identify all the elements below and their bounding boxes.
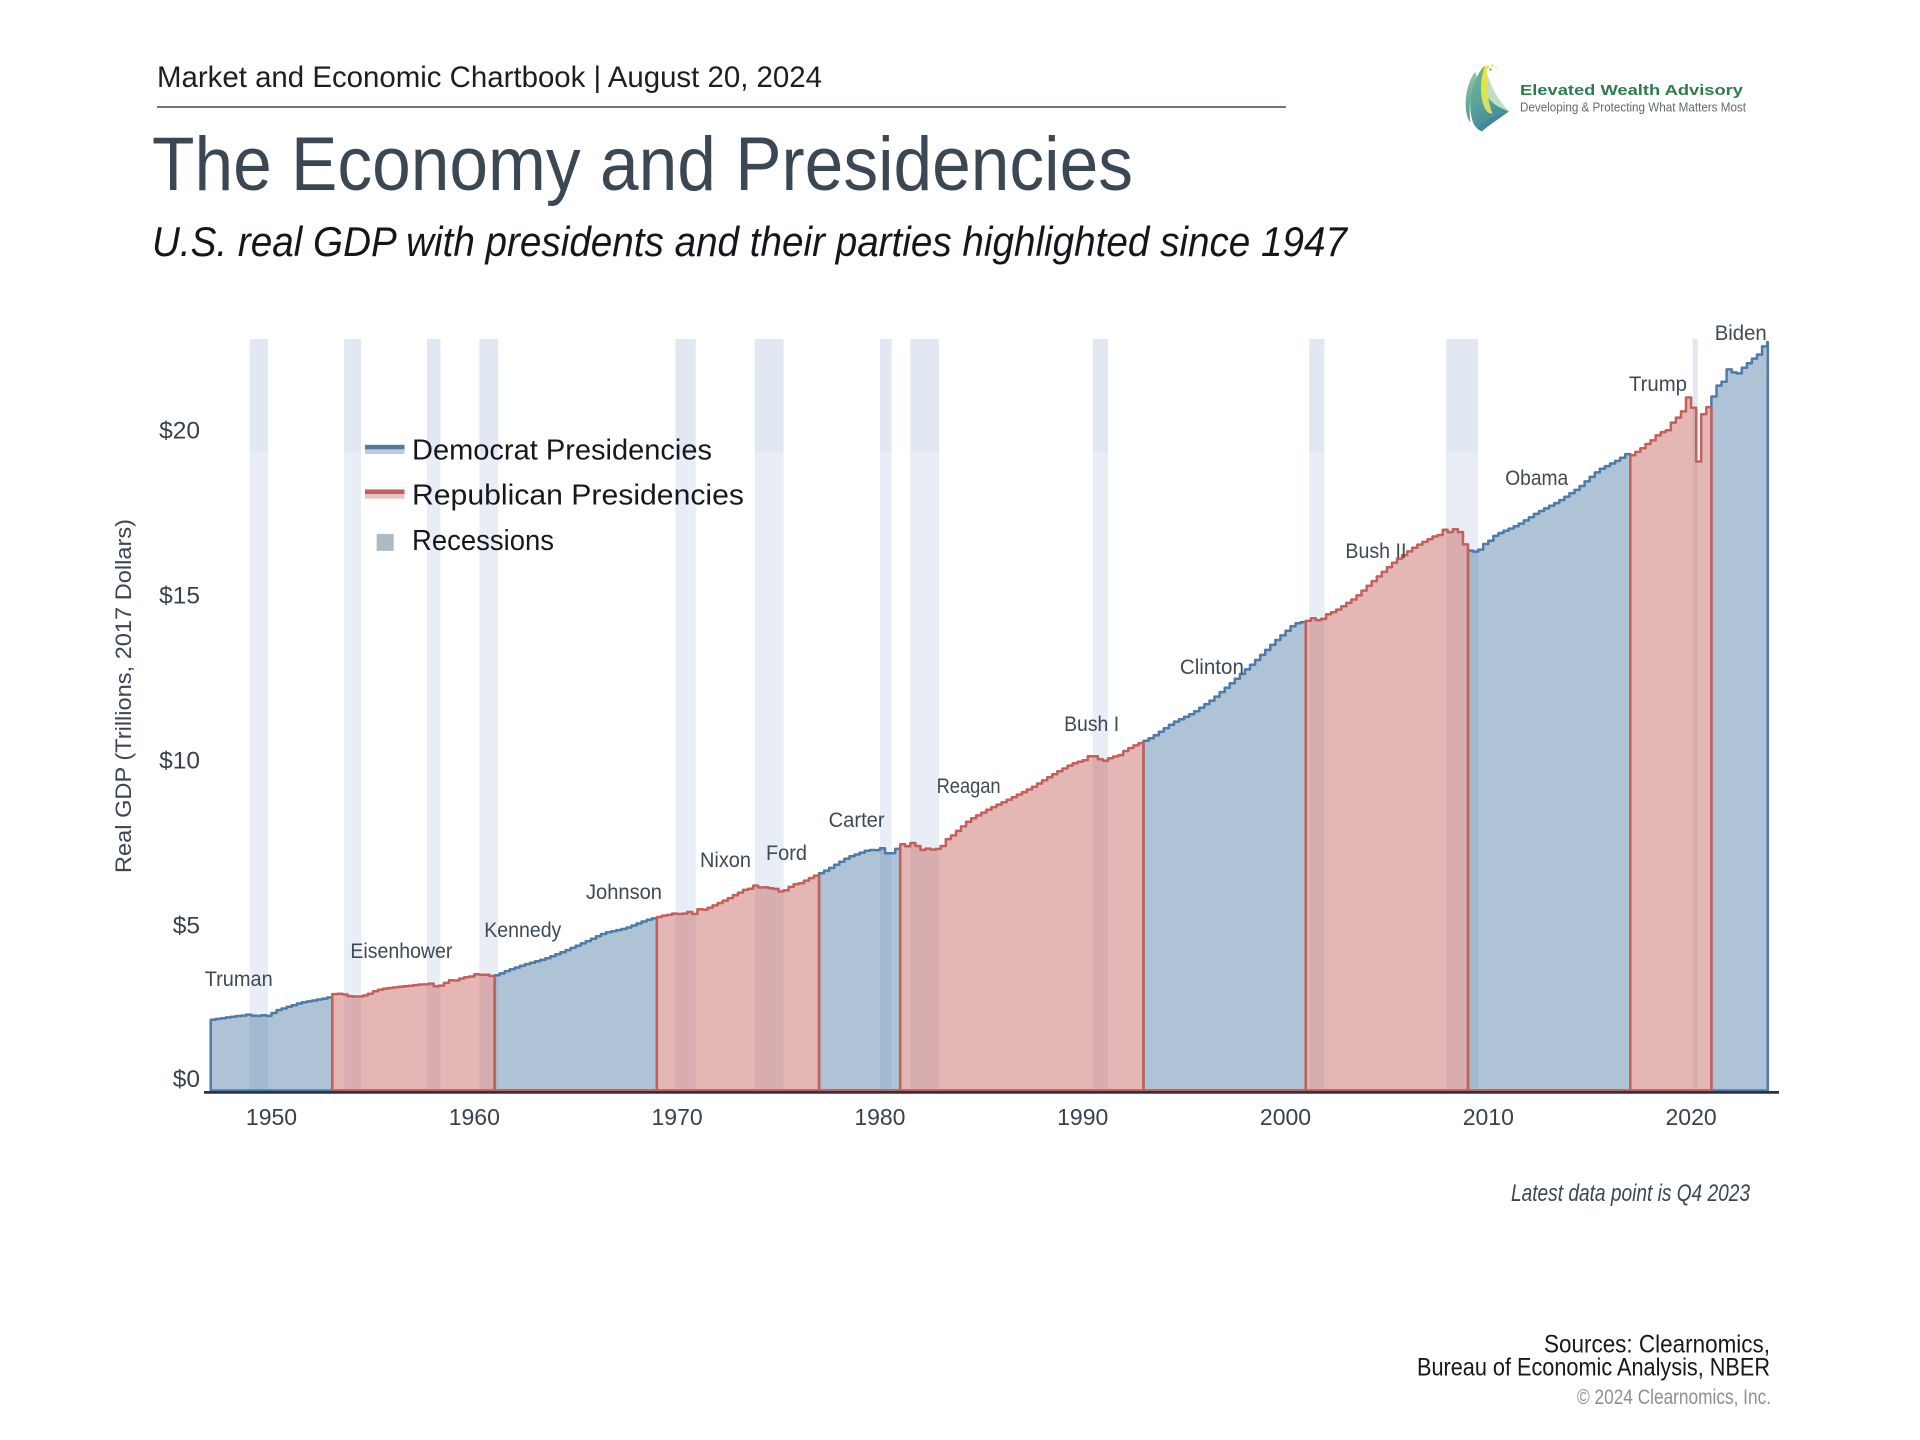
svg-text:Latest data point is Q4 2023: Latest data point is Q4 2023	[1511, 1180, 1751, 1207]
svg-text:Sources: Clearnomics,: Sources: Clearnomics,	[1544, 1331, 1770, 1359]
svg-text:Trump: Trump	[1629, 373, 1687, 396]
svg-text:Market and Economic Chartbook: Market and Economic Chartbook | August 2…	[157, 61, 822, 94]
svg-text:Carter: Carter	[829, 809, 885, 832]
svg-text:Obama: Obama	[1505, 467, 1568, 490]
svg-text:Elevated Wealth Advisory: Elevated Wealth Advisory	[1520, 83, 1743, 99]
svg-text:Ford: Ford	[766, 842, 807, 865]
svg-text:2020: 2020	[1666, 1104, 1717, 1130]
svg-text:Bureau of Economic Analysis, N: Bureau of Economic Analysis, NBER	[1417, 1354, 1770, 1382]
svg-text:$20: $20	[159, 418, 200, 445]
svg-text:Clinton: Clinton	[1180, 656, 1244, 679]
svg-text:Democrat Presidencies: Democrat Presidencies	[412, 435, 712, 467]
svg-text:Reagan: Reagan	[937, 775, 1001, 798]
svg-text:Truman: Truman	[205, 968, 273, 991]
svg-text:1960: 1960	[449, 1104, 500, 1130]
svg-text:2000: 2000	[1260, 1104, 1311, 1130]
svg-text:$10: $10	[159, 748, 200, 775]
svg-text:Recessions: Recessions	[412, 525, 554, 557]
svg-text:Kennedy: Kennedy	[484, 919, 561, 942]
svg-text:Eisenhower: Eisenhower	[350, 940, 452, 963]
svg-text:U.S. real GDP with presidents: U.S. real GDP with presidents and their …	[152, 218, 1349, 265]
svg-text:2010: 2010	[1463, 1104, 1514, 1130]
svg-text:1990: 1990	[1057, 1104, 1108, 1130]
svg-text:1950: 1950	[246, 1104, 297, 1130]
svg-text:Republican Presidencies: Republican Presidencies	[412, 480, 744, 512]
svg-text:Johnson: Johnson	[586, 881, 662, 904]
svg-text:The Economy and Presidencies: The Economy and Presidencies	[152, 122, 1133, 207]
svg-text:$5: $5	[173, 913, 200, 940]
svg-text:© 2024 Clearnomics, Inc.: © 2024 Clearnomics, Inc.	[1577, 1386, 1771, 1409]
svg-text:Bush I: Bush I	[1064, 713, 1119, 736]
svg-text:Bush II: Bush II	[1345, 540, 1406, 563]
svg-text:Nixon: Nixon	[700, 849, 751, 872]
svg-text:Biden: Biden	[1715, 322, 1767, 345]
svg-text:$15: $15	[159, 583, 200, 610]
svg-text:Developing & Protecting What M: Developing & Protecting What Matters Mos…	[1520, 101, 1746, 115]
svg-text:$0: $0	[173, 1066, 200, 1093]
svg-text:1970: 1970	[652, 1104, 703, 1130]
svg-text:1980: 1980	[854, 1104, 905, 1130]
svg-text:Real GDP (Trillions, 2017 Doll: Real GDP (Trillions, 2017 Dollars)	[111, 519, 136, 873]
